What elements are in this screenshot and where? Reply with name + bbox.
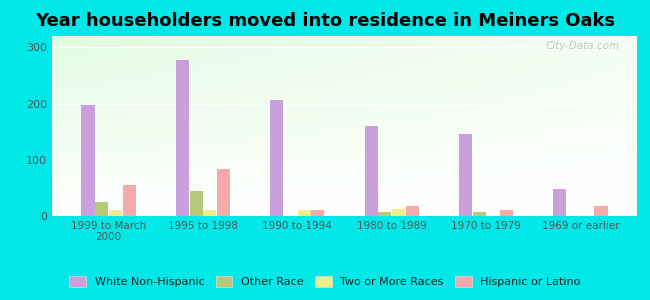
Bar (270, 100, 283, 216)
Bar (459, 134, 472, 216)
Bar (553, 189, 566, 216)
Bar (203, 210, 216, 216)
Bar (378, 212, 391, 216)
Bar (190, 191, 203, 216)
Text: Year householders moved into residence in Meiners Oaks: Year householders moved into residence i… (35, 12, 615, 30)
Bar (392, 209, 405, 216)
Bar (217, 169, 230, 216)
Bar (95, 202, 109, 216)
Bar (298, 210, 311, 216)
Bar (594, 206, 608, 216)
Bar (109, 210, 122, 216)
Bar (500, 210, 513, 216)
Bar (81, 105, 95, 216)
Legend: White Non-Hispanic, Other Race, Two or More Races, Hispanic or Latino: White Non-Hispanic, Other Race, Two or M… (65, 271, 585, 291)
Bar (365, 126, 378, 216)
Bar (176, 60, 189, 216)
Bar (123, 185, 136, 216)
Bar (311, 210, 324, 216)
Bar (473, 212, 486, 216)
Bar (406, 206, 419, 216)
Text: City-Data.com: City-Data.com (545, 41, 619, 51)
